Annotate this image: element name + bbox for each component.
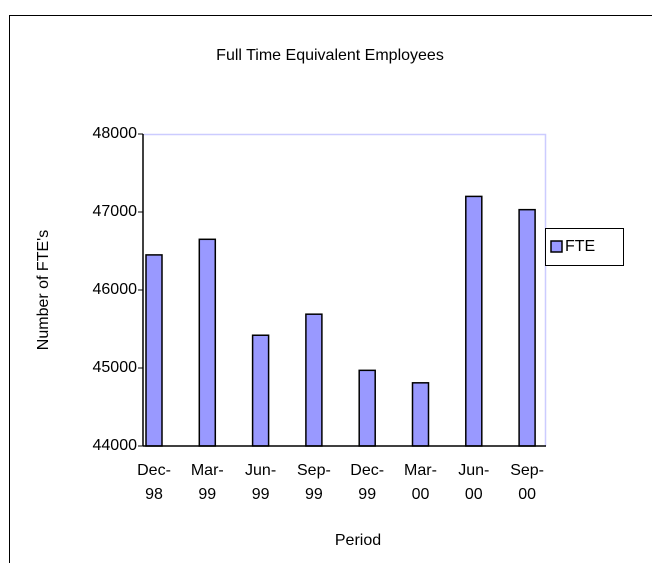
y-tick-label: 48000 bbox=[93, 125, 138, 142]
y-tick-label: 47000 bbox=[93, 203, 138, 220]
legend-swatch bbox=[550, 240, 563, 253]
x-tick-label: Sep-99 bbox=[297, 462, 331, 503]
y-axis-label: Number of FTE's bbox=[35, 230, 52, 350]
bar bbox=[145, 254, 163, 447]
bar bbox=[198, 238, 217, 447]
bar bbox=[411, 382, 430, 447]
x-tick-label: Jun-99 bbox=[245, 462, 276, 503]
x-tick-label: Sep-00 bbox=[510, 462, 544, 503]
legend-label: FTE bbox=[565, 238, 595, 255]
bar bbox=[465, 195, 483, 447]
y-tick-label: 46000 bbox=[93, 281, 138, 298]
plot-border bbox=[143, 133, 547, 446]
x-tick-label: Jun-00 bbox=[458, 462, 489, 503]
bar bbox=[358, 369, 376, 447]
x-tick-label: Mar-00 bbox=[404, 462, 437, 503]
y-tick-label: 45000 bbox=[93, 359, 138, 376]
bar bbox=[305, 313, 323, 447]
chart-title: Full Time Equivalent Employees bbox=[216, 47, 444, 64]
x-tick-label: Dec-98 bbox=[137, 462, 171, 503]
bar bbox=[518, 208, 536, 447]
x-axis-label: Period bbox=[335, 532, 381, 549]
chart-frame bbox=[9, 15, 652, 563]
y-tick-label: 44000 bbox=[93, 437, 138, 454]
bar bbox=[251, 334, 270, 447]
x-tick-label: Mar-99 bbox=[191, 462, 224, 503]
x-tick-label: Dec-99 bbox=[350, 462, 384, 503]
